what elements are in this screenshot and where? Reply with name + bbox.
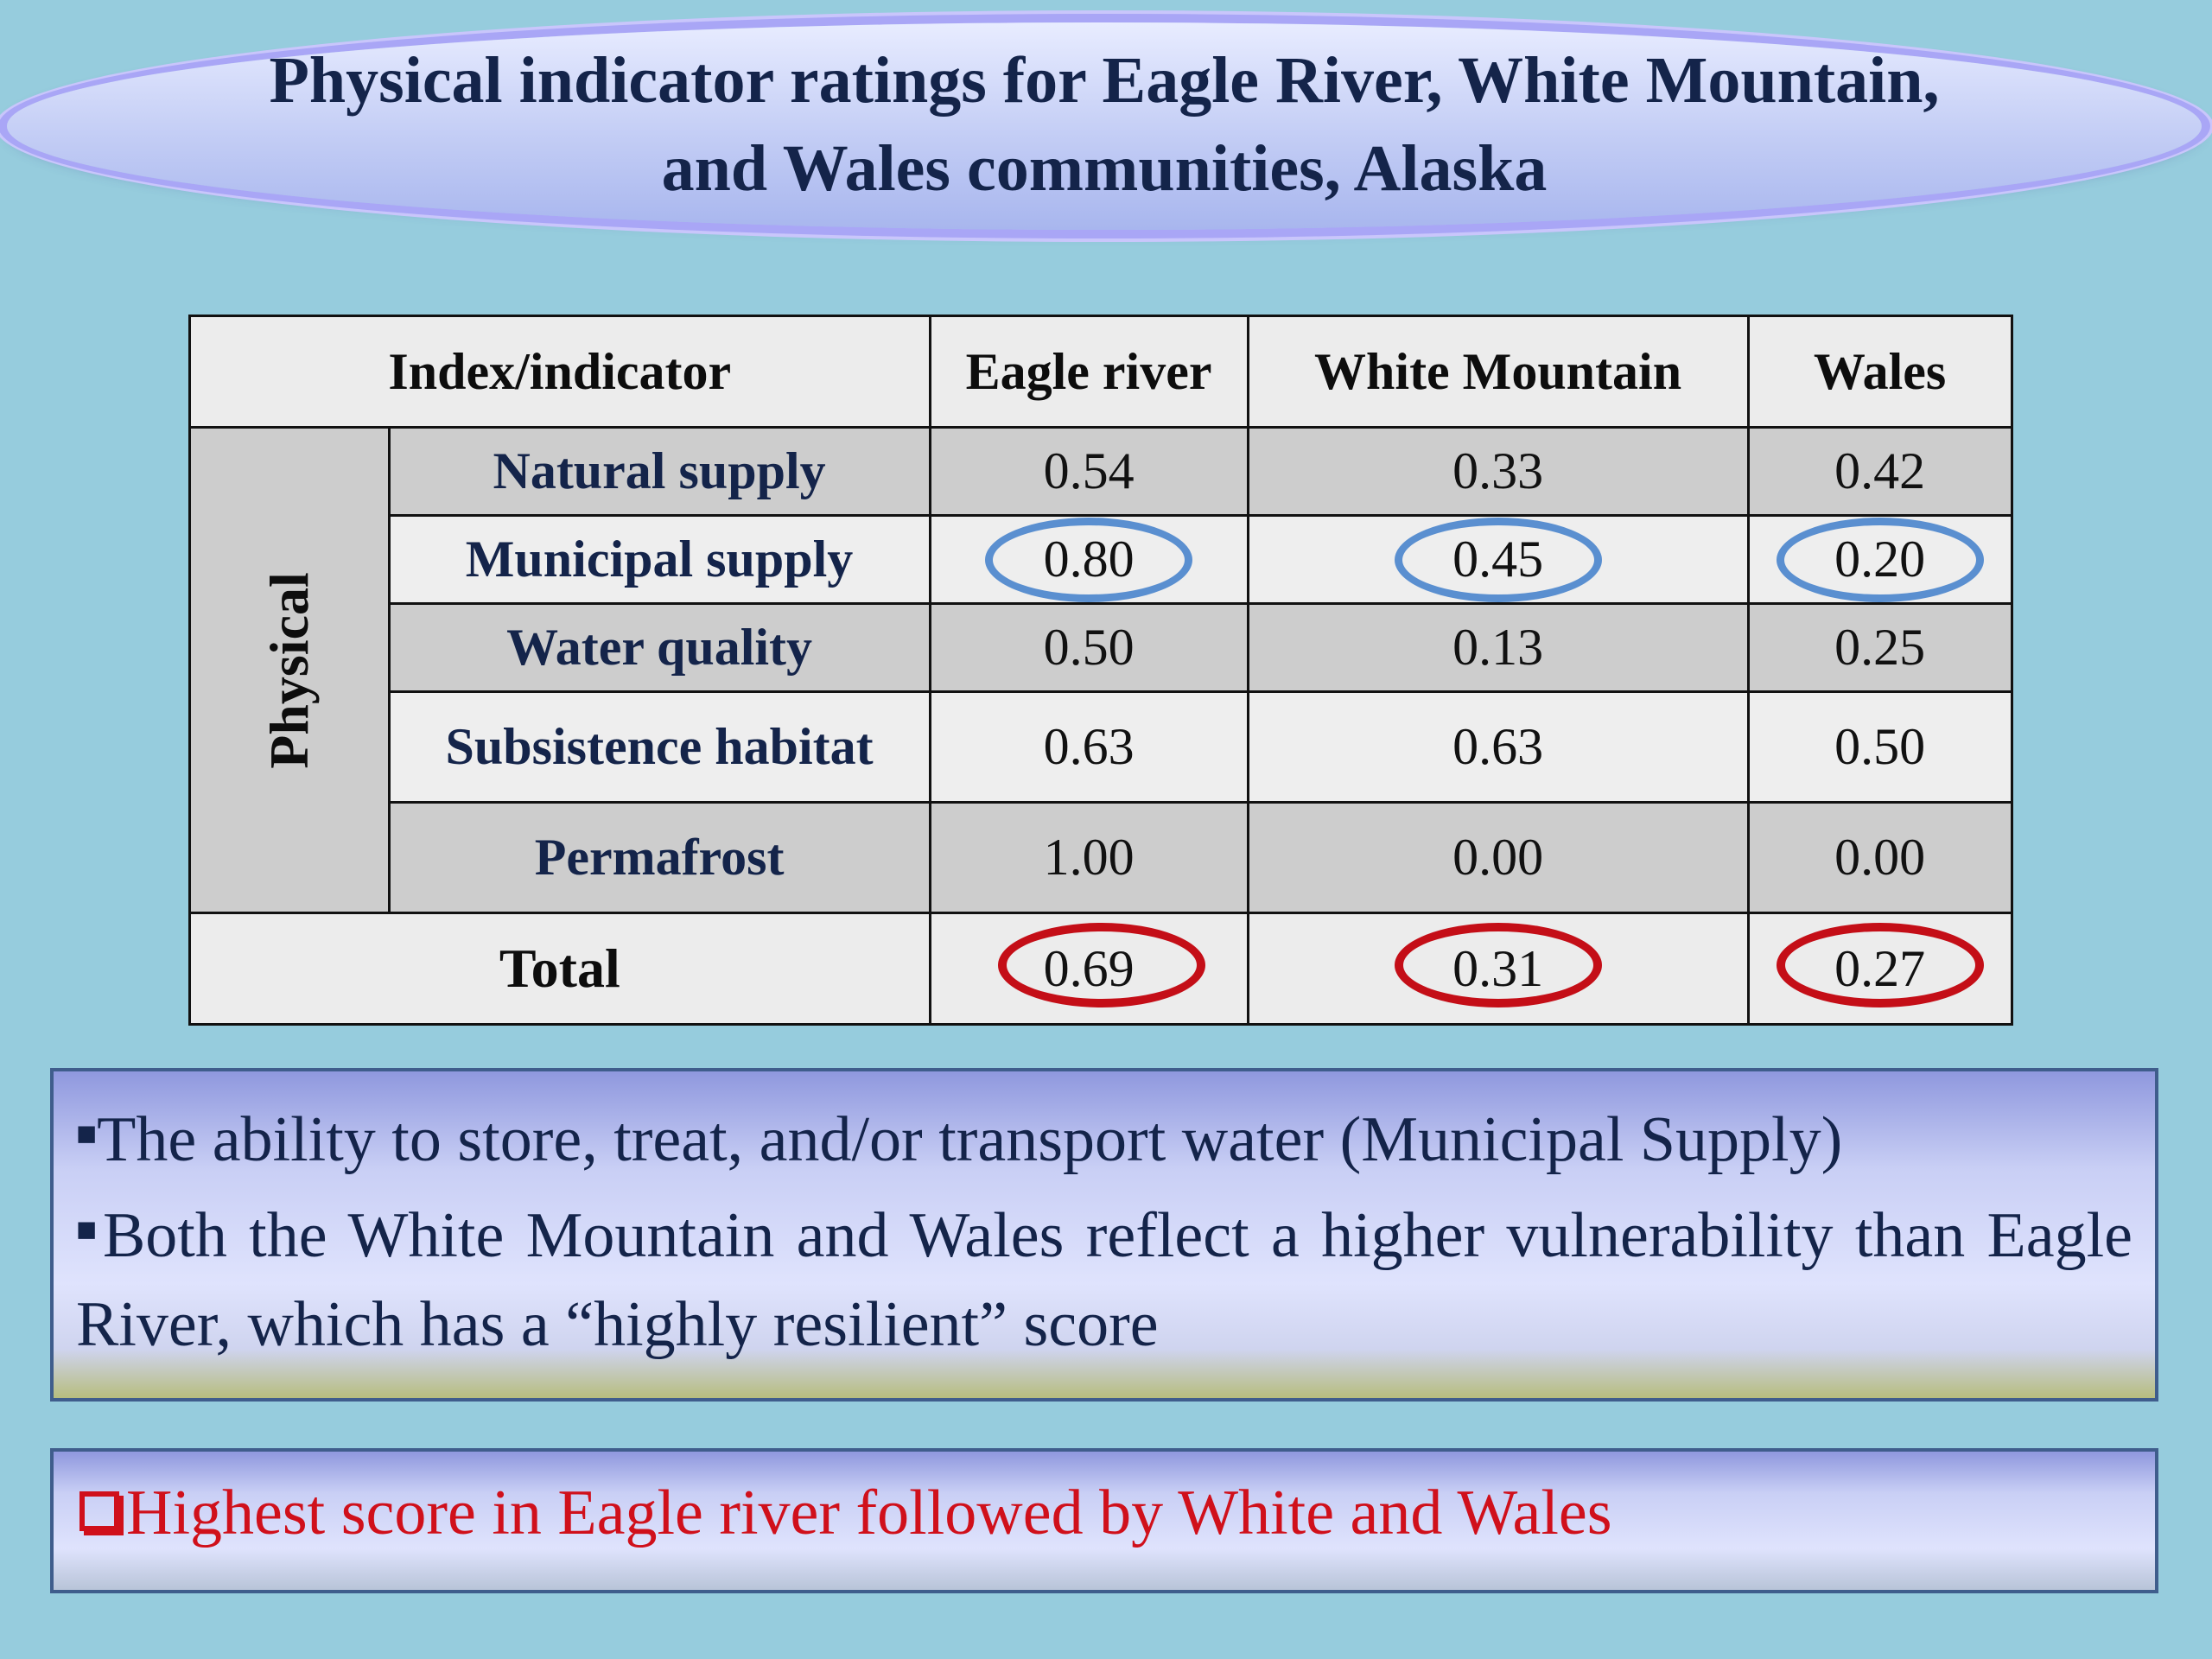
cell-subsistence-white: 0.63: [1246, 690, 1750, 804]
cell-natural-eagle: 0.54: [928, 426, 1249, 517]
group-label-physical: Physical: [257, 571, 320, 769]
table-row: Water quality 0.50 0.13 0.25: [190, 602, 2013, 693]
value-total-wales: 0.27: [1834, 939, 1926, 997]
ratings-table: Index/indicator Eagle river White Mounta…: [188, 315, 2013, 1026]
cell-subsistence-wales: 0.50: [1746, 690, 2013, 804]
row-label-water-quality: Water quality: [387, 602, 931, 693]
cell-water-wales: 0.25: [1746, 602, 2013, 693]
title-banner: Physical indicator ratings for Eagle Riv…: [7, 22, 2202, 230]
bullet-text-2: Both the White Mountain and Wales reflec…: [76, 1200, 2133, 1360]
header-eagle-river: Eagle river: [928, 315, 1249, 429]
row-label-subsistence-habitat: Subsistence habitat: [387, 690, 931, 804]
table-row: Subsistence habitat 0.63 0.63 0.50: [190, 690, 2013, 804]
table-header-row: Index/indicator Eagle river White Mounta…: [188, 315, 2013, 429]
table-row: Permafrost 1.00 0.00 0.00: [190, 801, 2013, 914]
cell-water-eagle: 0.50: [928, 602, 1249, 693]
checkbox-bullet-icon: [79, 1491, 119, 1531]
row-label-natural-supply: Natural supply: [387, 426, 931, 517]
slide-title: Physical indicator ratings for Eagle Riv…: [269, 44, 1940, 205]
value-total-eagle: 0.69: [1043, 939, 1135, 997]
value-municipal-white: 0.45: [1452, 531, 1544, 588]
row-label-municipal-supply: Municipal supply: [387, 514, 931, 605]
cell-permafrost-white: 0.00: [1246, 801, 1750, 914]
cell-municipal-white: 0.45: [1246, 514, 1750, 605]
conclusion-box: Highest score in Eagle river followed by…: [50, 1448, 2158, 1593]
group-cell-physical: Physical: [188, 426, 391, 914]
header-index-indicator: Index/indicator: [188, 315, 931, 429]
cell-municipal-eagle: 0.80: [928, 514, 1249, 605]
cell-natural-white: 0.33: [1246, 426, 1750, 517]
cell-natural-wales: 0.42: [1746, 426, 2013, 517]
cell-permafrost-eagle: 1.00: [928, 801, 1249, 914]
cell-water-white: 0.13: [1246, 602, 1750, 693]
cell-total-white: 0.31: [1246, 912, 1750, 1026]
highlight-text: Highest score in Eagle river followed by…: [126, 1478, 1612, 1548]
table-total-row: Total 0.69 0.31 0.27: [188, 912, 2013, 1026]
table-row: Physical Natural supply 0.54 0.33 0.42: [188, 426, 2013, 914]
explanation-box: ■The ability to store, treat, and/or tra…: [50, 1068, 2158, 1402]
bullet-text-1: The ability to store, treat, and/or tran…: [97, 1104, 1843, 1175]
row-label-permafrost: Permafrost: [387, 801, 931, 914]
header-white-mountain: White Mountain: [1246, 315, 1750, 429]
bullet-item: ■The ability to store, treat, and/or tra…: [76, 1089, 2133, 1185]
cell-permafrost-wales: 0.00: [1746, 801, 2013, 914]
cell-municipal-wales: 0.20: [1746, 514, 2013, 605]
cell-subsistence-eagle: 0.63: [928, 690, 1249, 804]
header-wales: Wales: [1746, 315, 2013, 429]
value-total-white: 0.31: [1452, 939, 1544, 997]
cell-total-wales: 0.27: [1746, 912, 2013, 1026]
highlight-line: Highest score in Eagle river followed by…: [79, 1465, 2133, 1560]
table-row: Municipal supply 0.80 0.45 0.20: [190, 514, 2013, 605]
bullet-item: ■Both the White Mountain and Wales refle…: [76, 1185, 2133, 1370]
row-label-total: Total: [188, 912, 931, 1026]
square-bullet-icon: ■: [76, 1210, 103, 1249]
square-bullet-icon: ■: [76, 1114, 98, 1153]
cell-total-eagle: 0.69: [928, 912, 1249, 1026]
value-municipal-eagle: 0.80: [1043, 531, 1135, 588]
value-municipal-wales: 0.20: [1834, 531, 1926, 588]
